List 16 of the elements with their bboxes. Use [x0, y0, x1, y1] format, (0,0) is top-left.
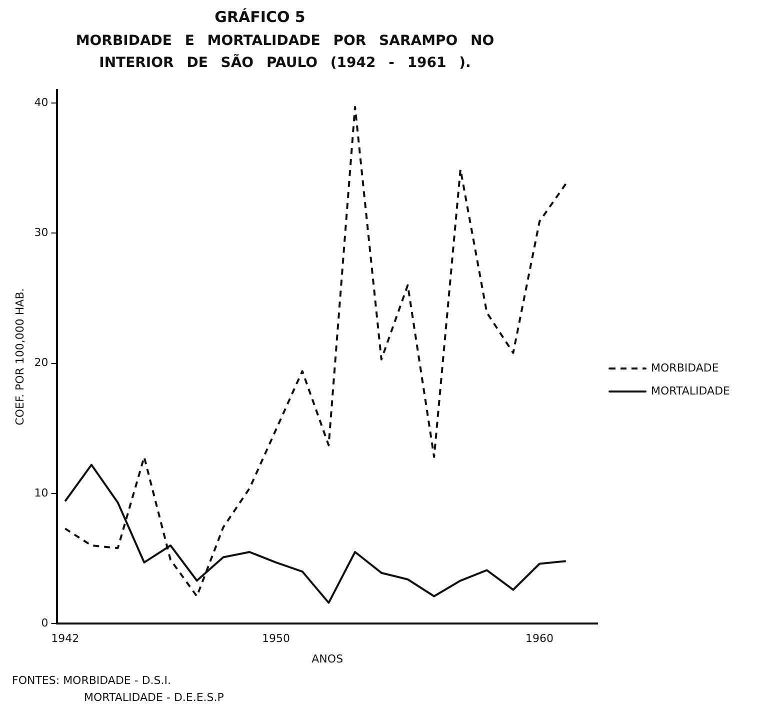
- text: FONTES: MORBIDADE - D.S.I.: [12, 673, 172, 689]
- x-tick-label: 1950: [262, 632, 290, 646]
- x-tick-label: 1942: [51, 632, 80, 646]
- y-tick-label: 20: [34, 356, 48, 370]
- x-axis-title: ANOS: [312, 652, 344, 666]
- x-tick-label: 1960: [526, 632, 554, 646]
- text: MORTALIDADE - D.E.E.S.P: [83, 690, 224, 706]
- y-tick-label: 10: [34, 486, 48, 500]
- chart-title: GRÁFICO 5: [214, 8, 306, 26]
- y-tick-label: 40: [34, 96, 48, 109]
- y-tick-label: 30: [34, 226, 48, 240]
- chart-subtitle: MORBIDADE E MORTALIDADE POR SARAMPO NO INTERIOR DE SÃO PAULO (1942 - 1961 ).: [74, 32, 496, 73]
- y-axis-title: COEF. POR 100,000 HAB.: [13, 288, 26, 426]
- legend-label: MORTALIDADE: [651, 384, 730, 398]
- y-tick-label: 0: [41, 616, 48, 630]
- legend-label: MORBIDADE: [651, 361, 719, 374]
